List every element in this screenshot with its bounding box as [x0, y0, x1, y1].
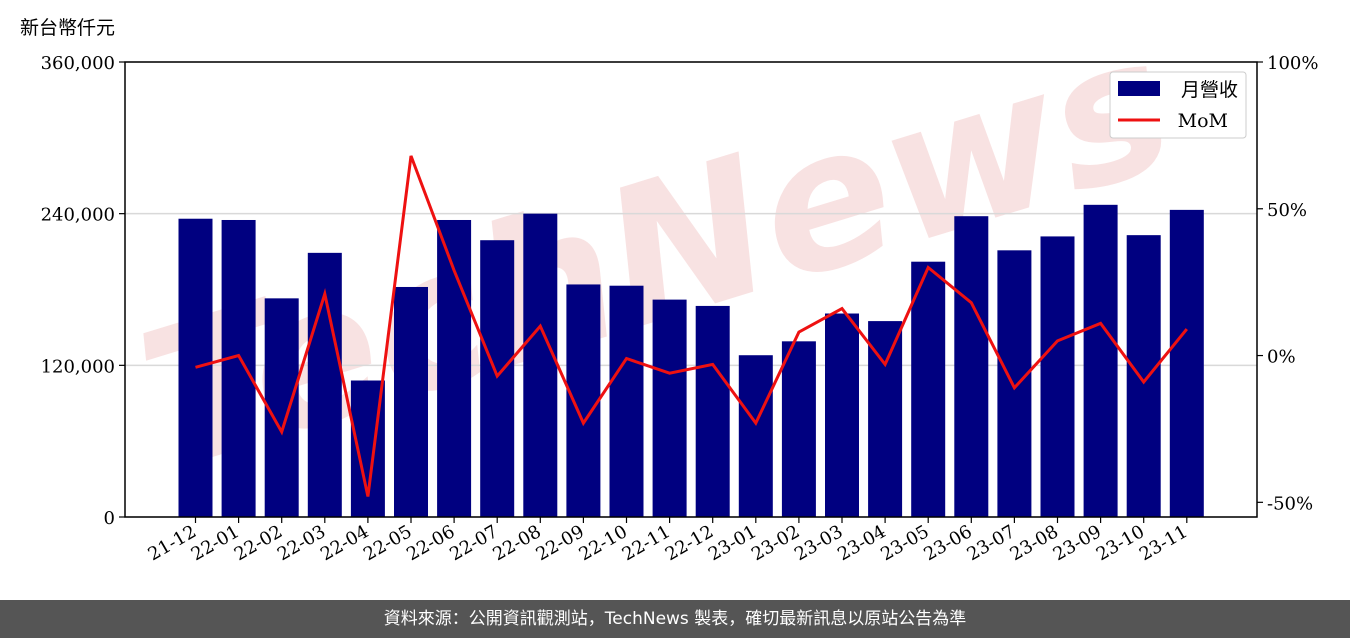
- plot-frame: [124, 61, 1258, 518]
- x-tick-label: 22-03: [274, 521, 329, 565]
- right-tick-label: 50%: [1267, 200, 1307, 221]
- bar-23-07: [997, 250, 1032, 517]
- left-tick-label: 0: [104, 508, 115, 529]
- x-tick-label: 22-04: [317, 521, 372, 565]
- bar-22-08: [523, 213, 558, 517]
- legend: 月營收 MoM: [1109, 71, 1247, 139]
- bar-22-07: [480, 240, 515, 518]
- bar-23-08: [1040, 236, 1075, 517]
- x-tick-label: 22-07: [446, 521, 501, 565]
- x-tick-label: 23-02: [748, 521, 803, 565]
- left-tick-label: 360,000: [41, 53, 115, 74]
- x-tick-label: 22-12: [662, 521, 717, 565]
- x-tick-label: 23-11: [1136, 521, 1191, 565]
- bar-22-11: [652, 299, 687, 517]
- bar-22-05: [394, 286, 428, 517]
- x-tick-label: 23-09: [1050, 521, 1105, 565]
- x-tick-label: 23-04: [834, 521, 889, 565]
- bar-series: [178, 204, 1204, 518]
- unit-label: 新台幣仟元: [20, 17, 115, 39]
- bar-22-06: [437, 219, 472, 517]
- x-tick-label: 23-10: [1093, 521, 1148, 565]
- x-tick-label: 23-03: [791, 521, 846, 565]
- bar-23-01: [738, 355, 773, 517]
- bar-21-12: [178, 218, 213, 517]
- x-tick-label: 21-12: [145, 521, 200, 565]
- mom-line: [195, 155, 1188, 497]
- legend-swatch-revenue: [1118, 81, 1160, 96]
- x-tick-label: 22-05: [360, 521, 415, 565]
- x-tick-label: 22-01: [188, 521, 243, 565]
- right-tick-label: 0%: [1267, 347, 1296, 368]
- legend-label-revenue: 月營收: [1181, 79, 1238, 101]
- x-tick-label: 23-06: [920, 521, 975, 565]
- x-tick-label: 22-11: [619, 521, 674, 565]
- bar-23-06: [954, 216, 989, 517]
- x-tick-label: 22-06: [403, 521, 458, 565]
- x-tick-label: 23-05: [877, 521, 932, 565]
- left-tick-label: 240,000: [41, 205, 115, 226]
- bar-23-05: [911, 261, 946, 517]
- bar-22-02: [264, 298, 299, 517]
- right-axis: -50% 0% 50% 100%: [1257, 53, 1318, 514]
- legend-label-mom: MoM: [1178, 110, 1228, 132]
- bar-23-09: [1083, 204, 1118, 517]
- x-tick-label: 23-08: [1007, 521, 1062, 565]
- bar-23-02: [781, 341, 816, 517]
- x-tick-label: 23-01: [705, 521, 760, 565]
- left-axis: 0 120,000 240,000 360,000: [41, 53, 125, 529]
- x-tick-label: 22-02: [231, 521, 286, 565]
- right-tick-label: 100%: [1267, 53, 1318, 74]
- bar-23-11: [1169, 209, 1204, 517]
- right-tick-label: -50%: [1267, 493, 1313, 514]
- bar-23-04: [868, 321, 903, 517]
- x-tick-label: 22-09: [532, 521, 587, 565]
- bar-22-01: [221, 219, 256, 517]
- bar-22-09: [566, 284, 601, 517]
- x-axis: 21-1222-0122-0222-0322-0422-0522-0622-07…: [145, 517, 1191, 565]
- x-tick-label: 22-10: [576, 521, 631, 565]
- bar-23-03: [825, 313, 859, 517]
- source-footer: 資料來源：公開資訊觀測站，TechNews 製表，確切最新訊息以原站公告為準: [0, 600, 1350, 638]
- bar-22-12: [695, 305, 730, 517]
- mom-line-series: [195, 155, 1188, 497]
- left-tick-label: 120,000: [41, 356, 115, 377]
- bar-22-10: [609, 285, 644, 517]
- bar-23-10: [1126, 235, 1161, 517]
- x-tick-label: 22-08: [489, 521, 544, 565]
- x-tick-label: 23-07: [963, 521, 1018, 565]
